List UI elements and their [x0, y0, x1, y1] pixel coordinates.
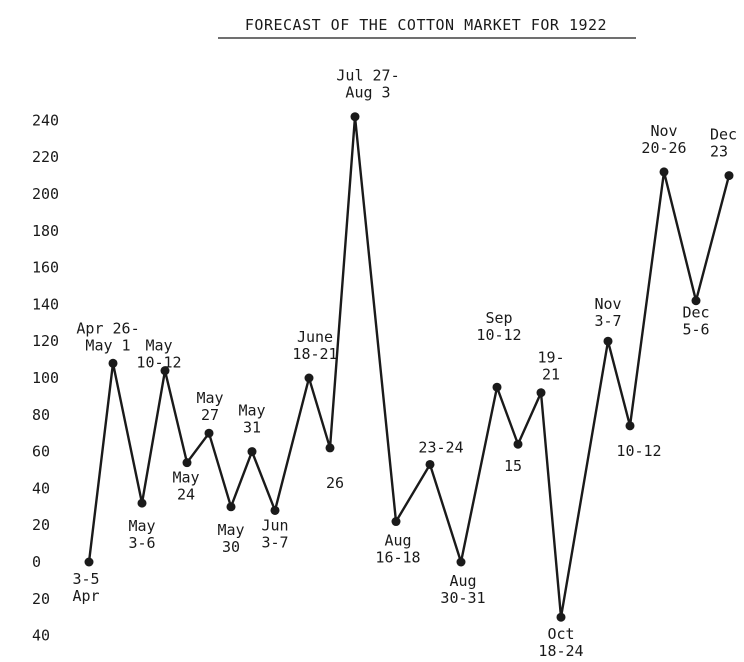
point-label: 10-12 — [136, 354, 181, 372]
data-point — [182, 458, 192, 468]
point-label: Jul 27- — [336, 67, 399, 85]
point-label: Aug 3 — [345, 84, 390, 102]
data-point — [304, 373, 314, 383]
data-point — [137, 498, 147, 508]
data-point — [270, 505, 280, 515]
y-tick-label: 160 — [32, 259, 59, 277]
data-point — [204, 428, 214, 438]
point-label: 10-12 — [476, 326, 521, 344]
point-label: Aug — [384, 532, 411, 550]
data-point — [659, 167, 669, 177]
point-label: 30 — [222, 538, 240, 556]
point-label: 3-6 — [128, 534, 155, 552]
y-tick-label: 40 — [32, 627, 50, 645]
y-tick-label: 40 — [32, 479, 50, 497]
data-point — [84, 557, 94, 567]
data-point — [536, 388, 546, 398]
point-label: 21 — [542, 366, 560, 384]
point-label: Oct — [547, 625, 574, 643]
point-label: 20-26 — [641, 139, 686, 157]
data-point — [492, 382, 502, 392]
point-label: May — [172, 469, 199, 487]
point-label: Nov — [594, 295, 621, 313]
data-point — [556, 612, 566, 622]
point-label: Apr 26- — [76, 319, 139, 337]
point-label: 3-5 — [72, 570, 99, 588]
point-label: Nov — [650, 122, 677, 140]
data-point — [226, 502, 236, 512]
data-point — [425, 459, 435, 469]
point-label: Dec — [682, 304, 709, 322]
data-point — [325, 443, 335, 453]
point-label: May — [238, 402, 265, 420]
point-label: 15 — [504, 457, 522, 475]
point-label: Jun — [261, 516, 288, 534]
point-label: May 1 — [85, 336, 130, 354]
data-point — [247, 447, 257, 457]
point-label: 3-7 — [261, 533, 288, 551]
point-label: 16-18 — [375, 549, 420, 567]
point-label: 5-6 — [682, 321, 709, 339]
data-point — [350, 112, 360, 122]
data-point — [724, 171, 734, 181]
point-label: 18-24 — [538, 642, 583, 660]
data-point — [691, 296, 701, 306]
point-label: May — [196, 389, 223, 407]
y-tick-label: 240 — [32, 111, 59, 129]
data-point — [160, 366, 170, 376]
data-point — [456, 557, 466, 567]
data-point — [391, 517, 401, 527]
point-label: 23-24 — [418, 438, 463, 456]
y-tick-label: 0 — [32, 553, 41, 571]
point-label: 27 — [201, 406, 219, 424]
y-tick-label: 80 — [32, 406, 50, 424]
point-label: 31 — [243, 419, 261, 437]
y-tick-label: 180 — [32, 222, 59, 240]
point-label: 19- — [537, 349, 564, 367]
data-point — [108, 358, 118, 368]
y-tick-label: 100 — [32, 369, 59, 387]
point-label: 24 — [177, 486, 195, 504]
point-label: 23 — [710, 143, 728, 161]
point-label: Sep — [485, 309, 512, 327]
y-tick-label: 200 — [32, 185, 59, 203]
y-tick-label: 20 — [32, 516, 50, 534]
point-label: June — [297, 328, 333, 346]
y-tick-label: 220 — [32, 148, 59, 166]
point-label: Dec — [710, 126, 737, 144]
point-label: 10-12 — [616, 442, 661, 460]
point-label: 3-7 — [594, 312, 621, 330]
point-label: 30-31 — [440, 589, 485, 607]
y-tick-label: 60 — [32, 443, 50, 461]
data-points — [84, 112, 734, 622]
data-point — [625, 421, 635, 431]
point-label: May — [217, 521, 244, 539]
series-line — [87, 116, 731, 618]
data-point — [603, 336, 613, 346]
point-label: 18-21 — [292, 345, 337, 363]
point-label: May — [145, 337, 172, 355]
point-label: Aug — [449, 572, 476, 590]
point-label: Apr — [72, 587, 99, 605]
chart-title: FORECAST OF THE COTTON MARKET FOR 1922 — [245, 16, 607, 34]
y-tick-label: 140 — [32, 295, 59, 313]
data-point — [513, 439, 523, 449]
y-tick-label: 20 — [32, 590, 50, 608]
point-label: 26 — [326, 474, 344, 492]
point-label: May — [128, 517, 155, 535]
y-tick-label: 120 — [32, 332, 59, 350]
